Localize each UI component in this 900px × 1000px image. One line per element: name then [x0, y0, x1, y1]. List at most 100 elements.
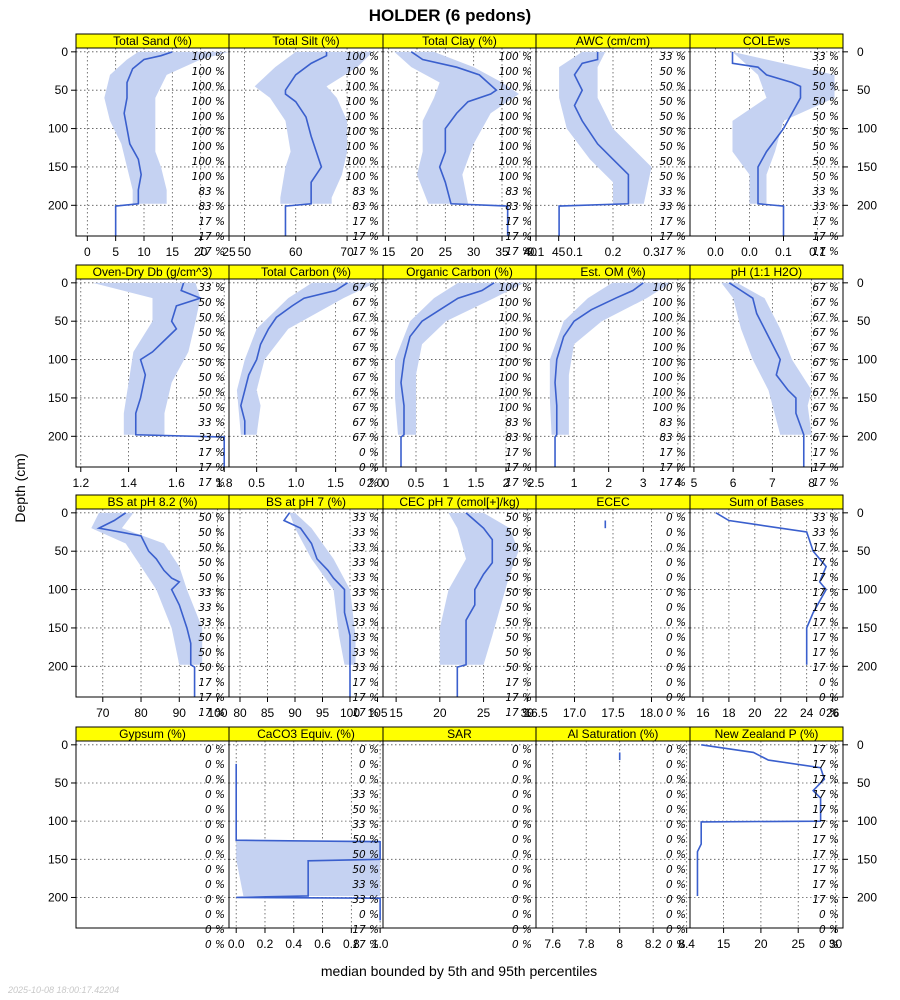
- x-tick-label: 2.0: [367, 476, 384, 490]
- x-tick-label: 7.6: [544, 937, 561, 951]
- percent-label: 17 %: [812, 231, 839, 243]
- percent-label: 33 %: [812, 512, 839, 524]
- y-tick-label-right: 50: [857, 314, 871, 328]
- percent-label: 50 %: [812, 156, 839, 168]
- x-tick-label: 16.5: [524, 706, 548, 720]
- panel-10: pH (1:1 H2O) 67 % 67 % 67 % 67 % 67 % 67 % 67 %…: [689, 264, 844, 490]
- percent-label: 100 %: [346, 126, 379, 138]
- y-tick-label: 50: [55, 314, 69, 328]
- percent-label: 0 %: [512, 804, 532, 816]
- percent-label: 0 %: [666, 924, 686, 936]
- percent-label: 17 %: [812, 647, 839, 659]
- percent-label: 67 %: [352, 312, 379, 324]
- x-tick-label: 2.5: [528, 476, 545, 490]
- x-tick-label: 5: [691, 476, 698, 490]
- percent-label: 100 %: [192, 81, 225, 93]
- percent-label: 17 %: [812, 834, 839, 846]
- percent-label: 50 %: [198, 342, 225, 354]
- percent-label: 0 %: [205, 789, 225, 801]
- percent-label: 67 %: [352, 342, 379, 354]
- y-tick-label: 100: [48, 122, 68, 136]
- percent-label: 50 %: [352, 849, 379, 861]
- percent-label: 0 %: [819, 677, 839, 689]
- percent-label: 50 %: [812, 81, 839, 93]
- percent-label: 50 %: [659, 96, 686, 108]
- percent-label: 0 %: [666, 909, 686, 921]
- x-tick-label: 25: [222, 245, 236, 259]
- percent-label: 100 %: [346, 141, 379, 153]
- x-tick-label: 1.5: [468, 476, 485, 490]
- percent-label: 100 %: [499, 357, 532, 369]
- percent-label: 100 %: [499, 66, 532, 78]
- median-line: [410, 51, 509, 236]
- percent-label: 17 %: [812, 744, 839, 756]
- x-tick-label: 8.2: [645, 937, 662, 951]
- percent-label: 0 %: [666, 602, 686, 614]
- percent-label: 17 %: [352, 231, 379, 243]
- y-tick-label: 150: [48, 160, 68, 174]
- percent-label: 67 %: [812, 297, 839, 309]
- percent-label: 100 %: [653, 387, 686, 399]
- percent-label: 100 %: [499, 141, 532, 153]
- y-tick-label: 200: [48, 198, 68, 212]
- percent-label: 50 %: [812, 171, 839, 183]
- percent-label: 50 %: [505, 572, 532, 584]
- percent-label: 100 %: [346, 111, 379, 123]
- percent-label: 17 %: [505, 462, 532, 474]
- percent-label: 0 %: [205, 849, 225, 861]
- x-tick-label: 30: [829, 937, 843, 951]
- percent-label: 50 %: [198, 542, 225, 554]
- x-tick-label: 8: [616, 937, 623, 951]
- y-tick-label-right: 0: [857, 506, 864, 520]
- percent-label: 50 %: [198, 572, 225, 584]
- panel-title: BS at pH 7 (%): [266, 495, 346, 509]
- percent-label: 0 %: [819, 939, 839, 951]
- y-tick-label-right: 150: [857, 621, 877, 635]
- x-tick-label: 26: [826, 706, 840, 720]
- x-tick-label: 18: [722, 706, 736, 720]
- median-line: [400, 282, 495, 467]
- x-tick-label: 0.1: [528, 245, 545, 259]
- x-tick-label: 60: [289, 245, 303, 259]
- percent-label: 100 %: [346, 156, 379, 168]
- x-tick-label: 1.5: [327, 476, 344, 490]
- x-tick-label: 100: [208, 706, 228, 720]
- y-tick-label: 150: [48, 391, 68, 405]
- percent-label: 50 %: [812, 66, 839, 78]
- panel-20: New Zealand P (%) 17 % 17 % 17 % 17 % 17 % 17 …: [689, 726, 844, 951]
- percent-label: 0 %: [205, 939, 225, 951]
- percent-label: 100 %: [346, 51, 379, 63]
- percent-label: 33 %: [352, 572, 379, 584]
- percent-label: 67 %: [352, 357, 379, 369]
- y-tick-label-right: 100: [857, 814, 877, 828]
- percent-label: 17 %: [505, 477, 532, 489]
- y-tick-label: 150: [48, 621, 68, 635]
- percent-label: 0 %: [666, 527, 686, 539]
- percent-label: 0 %: [666, 677, 686, 689]
- percent-label: 50 %: [659, 126, 686, 138]
- percent-label: 33 %: [352, 527, 379, 539]
- percent-label: 33 %: [198, 617, 225, 629]
- percent-label: 17 %: [659, 216, 686, 228]
- percent-label: 67 %: [352, 372, 379, 384]
- percent-label: 17 %: [505, 692, 532, 704]
- percent-label: 100 %: [346, 171, 379, 183]
- percent-label: 33 %: [198, 587, 225, 599]
- percent-label: 100 %: [653, 342, 686, 354]
- percent-label: 0 %: [666, 707, 686, 719]
- percent-label: 17 %: [505, 677, 532, 689]
- percent-label: 33 %: [352, 512, 379, 524]
- percent-label: 0 %: [666, 542, 686, 554]
- percent-label: 17 %: [198, 677, 225, 689]
- median-line: [558, 51, 630, 236]
- percent-label: 83 %: [505, 186, 532, 198]
- percent-label: 100 %: [499, 282, 532, 294]
- percent-label: 0 %: [666, 692, 686, 704]
- percent-label: 17 %: [352, 677, 379, 689]
- panel-14: ECEC 0 % 0 % 0 % 0 % 0 % 0 % 0 % 0 % 0 % 0 % 0 % 0 %…: [524, 494, 691, 720]
- x-tick-label: 0.1: [566, 245, 583, 259]
- percent-label: 17 %: [812, 849, 839, 861]
- percent-label: 83 %: [352, 201, 379, 213]
- x-tick-label: 0.2: [257, 937, 274, 951]
- percent-label: 0 %: [666, 617, 686, 629]
